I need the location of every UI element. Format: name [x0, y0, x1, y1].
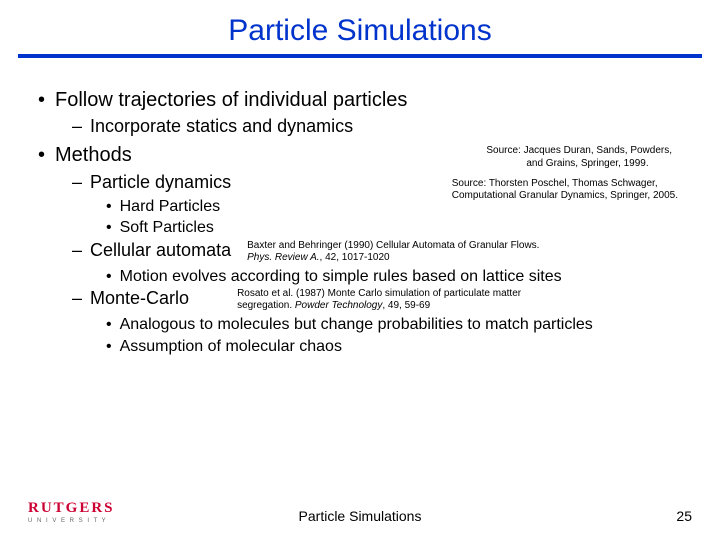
- bullet-level3: • Motion evolves according to simple rul…: [38, 267, 682, 287]
- bullet-text: Soft Particles: [120, 218, 214, 238]
- bullet-dot-icon: •: [38, 143, 45, 167]
- source-line: , 42, 1017-1020: [320, 252, 390, 263]
- logo: RUTGERS U N I V E R S I T Y: [28, 500, 115, 524]
- bullet-level1: • Methods: [38, 143, 132, 167]
- source-line: , 49, 59-69: [382, 300, 430, 311]
- bullet-level2: – Particle dynamics: [38, 172, 231, 194]
- bullet-dot-icon: •: [106, 337, 112, 357]
- title-rule: [18, 54, 702, 58]
- source-line: Source: Thorsten Poschel, Thomas Schwage…: [452, 178, 678, 191]
- bullet-text: Hard Particles: [120, 197, 220, 217]
- bullet-level2: – Monte-Carlo Rosato et al. (1987) Monte…: [38, 288, 682, 312]
- bullet-dash-icon: –: [72, 172, 82, 194]
- footer-title: Particle Simulations: [299, 508, 422, 524]
- source-line: segregation.: [237, 300, 295, 311]
- bullet-dash-icon: –: [72, 116, 82, 138]
- source-citation: Source: Jacques Duran, Sands, Powders, a…: [486, 141, 682, 170]
- bullet-text: Particle dynamics: [90, 172, 231, 194]
- bullet-level3: • Assumption of molecular chaos: [38, 337, 682, 357]
- bullet-dot-icon: •: [106, 197, 112, 217]
- bullet-dot-icon: •: [106, 218, 112, 238]
- bullet-dot-icon: •: [38, 88, 45, 112]
- bullet-text: Analogous to molecules but change probab…: [120, 315, 593, 335]
- source-citation: Source: Thorsten Poschel, Thomas Schwage…: [452, 178, 682, 203]
- source-line: and Grains, Springer, 1999.: [486, 158, 672, 171]
- bullet-dot-icon: •: [106, 315, 112, 335]
- bullet-level3: • Hard Particles: [38, 197, 231, 217]
- bullet-text: Incorporate statics and dynamics: [90, 116, 353, 138]
- source-line: Computational Granular Dynamics, Springe…: [452, 190, 678, 203]
- bullet-level3: • Analogous to molecules but change prob…: [38, 315, 682, 335]
- source-line: Baxter and Behringer (1990) Cellular Aut…: [247, 240, 539, 252]
- bullet-dash-icon: –: [72, 288, 82, 310]
- slide-title: Particle Simulations: [0, 0, 720, 54]
- bullet-level2: – Cellular automata Baxter and Behringer…: [38, 240, 682, 264]
- source-citation: Baxter and Behringer (1990) Cellular Aut…: [239, 240, 539, 264]
- source-line: Rosato et al. (1987) Monte Carlo simulat…: [237, 288, 521, 300]
- page-number: 25: [676, 508, 692, 524]
- bullet-text: Monte-Carlo: [90, 288, 189, 310]
- bullet-level2: – Incorporate statics and dynamics: [38, 116, 682, 138]
- bullet-text: Follow trajectories of individual partic…: [55, 88, 407, 112]
- bullet-text: Cellular automata: [90, 240, 231, 262]
- source-line: Source: Jacques Duran, Sands, Powders,: [486, 145, 672, 158]
- bullet-text: Assumption of molecular chaos: [120, 337, 342, 357]
- slide-body: • Follow trajectories of individual part…: [0, 88, 720, 356]
- bullet-dash-icon: –: [72, 240, 82, 262]
- bullet-level3: • Soft Particles: [38, 218, 231, 238]
- logo-subtext: U N I V E R S I T Y: [28, 518, 107, 524]
- bullet-level1: • Follow trajectories of individual part…: [38, 88, 682, 112]
- source-line: Phys. Review A.: [247, 252, 319, 263]
- bullet-text: Methods: [55, 143, 132, 167]
- logo-text: RUTGERS: [28, 500, 115, 517]
- source-citation: Rosato et al. (1987) Monte Carlo simulat…: [197, 288, 521, 312]
- bullet-dot-icon: •: [106, 267, 112, 287]
- source-line: Powder Technology: [295, 300, 382, 311]
- bullet-text: Motion evolves according to simple rules…: [120, 267, 562, 287]
